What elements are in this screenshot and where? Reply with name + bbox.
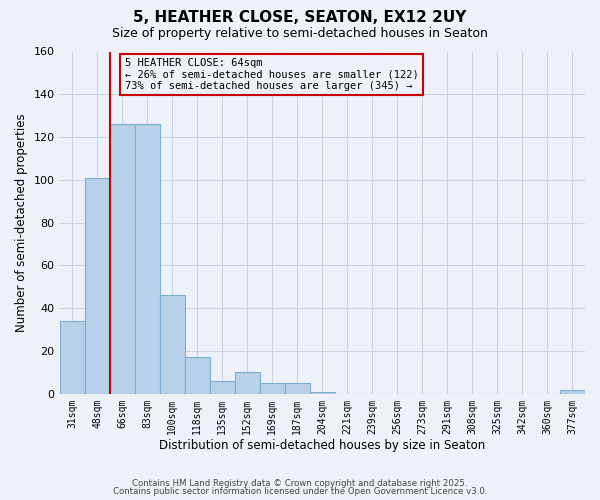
Text: 5 HEATHER CLOSE: 64sqm
← 26% of semi-detached houses are smaller (122)
73% of se: 5 HEATHER CLOSE: 64sqm ← 26% of semi-det…	[125, 58, 418, 91]
Bar	[310, 392, 335, 394]
Bar	[185, 358, 209, 394]
Bar	[235, 372, 260, 394]
Text: Contains public sector information licensed under the Open Government Licence v3: Contains public sector information licen…	[113, 487, 487, 496]
Bar	[560, 390, 585, 394]
Text: 5, HEATHER CLOSE, SEATON, EX12 2UY: 5, HEATHER CLOSE, SEATON, EX12 2UY	[133, 10, 467, 25]
Text: Size of property relative to semi-detached houses in Seaton: Size of property relative to semi-detach…	[112, 28, 488, 40]
Bar	[209, 381, 235, 394]
Bar	[59, 321, 85, 394]
Bar	[285, 383, 310, 394]
Bar	[260, 383, 285, 394]
X-axis label: Distribution of semi-detached houses by size in Seaton: Distribution of semi-detached houses by …	[159, 440, 485, 452]
Text: Contains HM Land Registry data © Crown copyright and database right 2025.: Contains HM Land Registry data © Crown c…	[132, 478, 468, 488]
Y-axis label: Number of semi-detached properties: Number of semi-detached properties	[15, 114, 28, 332]
Bar	[134, 124, 160, 394]
Bar	[110, 124, 134, 394]
Bar	[160, 296, 185, 394]
Bar	[85, 178, 110, 394]
